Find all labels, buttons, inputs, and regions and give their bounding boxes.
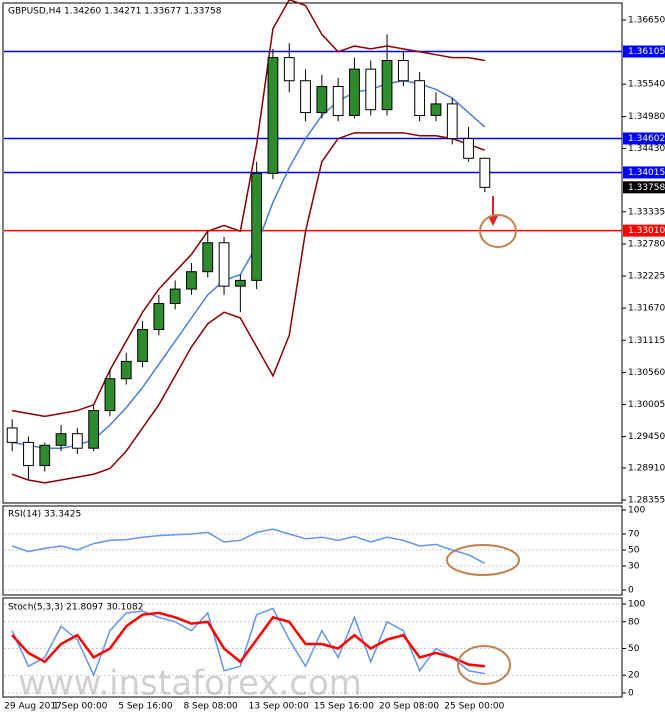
candle-body (283, 57, 295, 82)
candle-body (137, 329, 148, 362)
stoch-frame (2, 597, 623, 698)
y-tick-label: 100 (628, 600, 645, 610)
y-tick-label: 70 (628, 530, 640, 540)
candle-body (23, 441, 34, 467)
line (11, 611, 485, 668)
candle-body (430, 103, 442, 116)
y-tick-label: 50 (628, 546, 640, 556)
candle-body (300, 80, 311, 114)
y-tick-label: 1.32225 (628, 272, 665, 282)
candle-body (6, 427, 18, 443)
level-label: 1.34015 (628, 168, 665, 178)
level-label: 1.36105 (628, 47, 665, 57)
level-box (623, 166, 665, 179)
line (12, 0, 485, 418)
candle-body (332, 86, 344, 116)
y-tick-label: 1.28355 (628, 495, 665, 505)
candle-body (479, 157, 491, 188)
level-box (623, 224, 665, 237)
level-label: 1.33010 (628, 226, 665, 236)
y-tick-label: 100 (628, 506, 645, 516)
candle-body (381, 59, 393, 111)
candle-body (267, 57, 279, 174)
candle-body (234, 279, 246, 287)
y-tick-label: 1.31670 (628, 304, 665, 314)
arrow-head (488, 216, 498, 226)
y-tick-label: 0 (628, 586, 634, 596)
candle-body (169, 288, 181, 305)
y-tick-label: 30 (628, 562, 640, 572)
x-tick-label: 25 Sep 00:00 (444, 702, 504, 712)
y-tick-label: 1.33335 (628, 207, 665, 217)
level-box (623, 45, 665, 58)
x-tick-label: 1 Sep 00:00 (53, 702, 108, 712)
level-label: 1.34602 (628, 134, 665, 144)
x-tick-label: 5 Sep 16:00 (118, 702, 173, 712)
y-tick-label: 1.30005 (628, 400, 665, 410)
y-tick-label: 1.30560 (628, 368, 665, 378)
panel-title: GBPUSD,H4 1.34260 1.34271 1.33677 1.3375… (8, 7, 222, 17)
x-tick-label: 13 Sep 00:00 (249, 702, 309, 712)
x-tick-label: 29 Aug 2017 (4, 702, 62, 712)
highlight (457, 645, 511, 685)
x-tick-label: 20 Sep 08:00 (379, 702, 439, 712)
candle-body (104, 378, 116, 412)
candle-body (88, 410, 100, 449)
price-label: 1.33758 (628, 183, 665, 193)
level-box (623, 132, 665, 145)
x-tick-label: 15 Sep 16:00 (314, 702, 374, 712)
y-tick-label: 80 (628, 617, 640, 627)
candle-body (71, 433, 83, 449)
y-tick-label: 1.32780 (628, 239, 665, 249)
x-tick-label: 8 Sep 08:00 (183, 702, 238, 712)
candle-body (202, 242, 214, 273)
candle-body (349, 68, 360, 116)
y-tick-label: 1.34430 (628, 144, 665, 154)
y-tick-label: 50 (628, 644, 640, 654)
y-tick-label: 20 (628, 671, 640, 681)
watermark: www.instaforex.com (18, 664, 362, 704)
y-tick-label: 1.34980 (628, 112, 665, 122)
y-tick-label: 1.35540 (628, 80, 665, 90)
highlight (479, 214, 517, 248)
candle-body (55, 433, 67, 446)
candle-body (463, 138, 474, 159)
line (11, 132, 486, 484)
candle-body (397, 59, 409, 82)
panel-title: RSI(14) 33.3425 (8, 510, 81, 520)
y-tick-label: 1.29450 (628, 432, 665, 442)
candle-body (251, 172, 263, 281)
candle-body (39, 444, 51, 467)
candle-body (186, 271, 197, 290)
candle-body (446, 103, 458, 140)
line (11, 528, 486, 564)
candle-body (316, 86, 328, 114)
highlight (446, 544, 520, 576)
price-box (623, 181, 665, 194)
main-frame (2, 2, 623, 504)
y-tick-label: 1.28910 (628, 463, 665, 473)
candle-body (153, 303, 165, 331)
candle-body (218, 242, 230, 287)
candle-body (365, 68, 377, 111)
y-tick-label: 1.36650 (628, 15, 665, 25)
panel-title: Stoch(5,3,3) 21.8097 30.1082 (8, 603, 143, 613)
y-tick-label: 0 (628, 689, 634, 699)
y-tick-label: 1.31115 (628, 336, 665, 346)
candle-body (120, 360, 132, 380)
candle-body (414, 80, 426, 116)
